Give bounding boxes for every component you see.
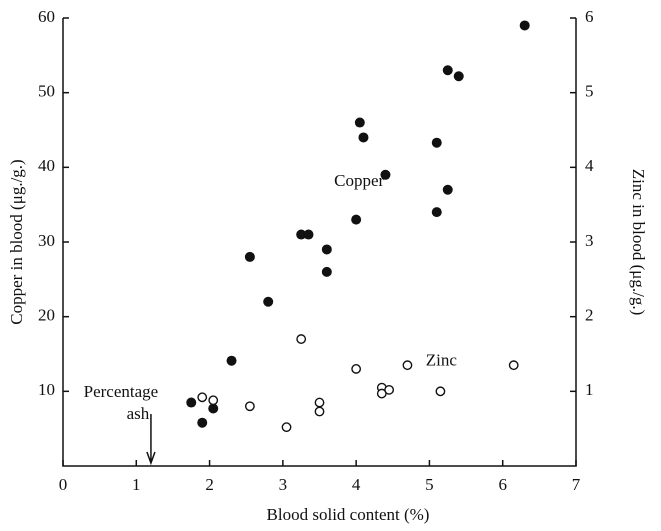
point xyxy=(431,207,442,218)
point xyxy=(384,384,395,395)
point xyxy=(380,169,391,180)
point xyxy=(351,214,362,225)
y-axis-label: Copper in blood (μg./g.) xyxy=(7,159,26,324)
point xyxy=(244,401,255,412)
point xyxy=(453,71,464,82)
point xyxy=(208,395,219,406)
x-tick-label: 7 xyxy=(572,475,581,494)
point xyxy=(314,397,325,408)
series-label: Copper xyxy=(334,171,384,190)
y2-tick-label: 5 xyxy=(585,82,594,101)
x-tick-label: 5 xyxy=(425,475,434,494)
x-axis-label: Blood solid content (%) xyxy=(267,505,430,524)
point xyxy=(519,20,530,31)
y2-tick-label: 2 xyxy=(585,306,594,325)
point xyxy=(244,251,255,262)
x-tick-label: 3 xyxy=(279,475,288,494)
point xyxy=(296,229,307,240)
point xyxy=(281,422,292,433)
y-tick-label: 10 xyxy=(38,380,55,399)
point xyxy=(197,417,208,428)
point xyxy=(303,229,314,240)
x-tick-label: 2 xyxy=(205,475,214,494)
annotation: ash xyxy=(127,404,150,423)
point xyxy=(208,403,219,414)
point xyxy=(354,117,365,128)
y-tick-label: 30 xyxy=(38,231,55,250)
y2-tick-label: 6 xyxy=(585,7,594,26)
point xyxy=(402,360,413,371)
series-label: Zinc xyxy=(426,350,458,369)
y2-tick-label: 3 xyxy=(585,231,594,250)
annotation: Percentage xyxy=(84,382,159,401)
point xyxy=(442,65,453,76)
x-tick-label: 4 xyxy=(352,475,361,494)
point xyxy=(321,244,332,255)
point xyxy=(508,360,519,371)
point xyxy=(435,386,446,397)
x-tick-label: 0 xyxy=(59,475,68,494)
point xyxy=(226,355,237,366)
y-tick-label: 50 xyxy=(38,82,55,101)
x-tick-label: 6 xyxy=(498,475,507,494)
point xyxy=(431,137,442,148)
point xyxy=(321,266,332,277)
point xyxy=(186,397,197,408)
point xyxy=(442,184,453,195)
x-tick-label: 1 xyxy=(132,475,141,494)
y-tick-label: 60 xyxy=(38,7,55,26)
y2-axis-label: Zinc in blood (μg./g.) xyxy=(629,169,648,316)
point xyxy=(296,334,307,344)
y-tick-label: 20 xyxy=(38,306,55,325)
point xyxy=(197,392,208,403)
point xyxy=(358,132,369,143)
point xyxy=(314,406,325,417)
y2-tick-label: 4 xyxy=(585,156,594,175)
annotation-arrow xyxy=(146,414,156,466)
y2-tick-label: 1 xyxy=(585,380,594,399)
point xyxy=(351,364,362,374)
y-tick-label: 40 xyxy=(38,156,55,175)
point xyxy=(263,296,274,307)
